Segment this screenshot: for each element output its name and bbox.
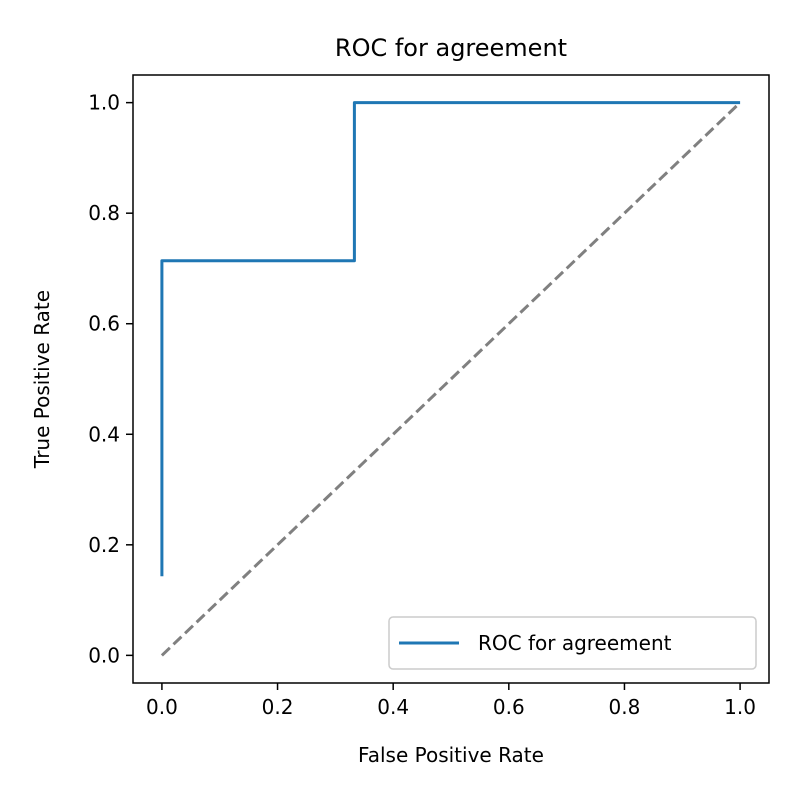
x-axis-ticks: 0.0 0.2 0.4 0.6 0.8 1.0	[146, 683, 756, 719]
y-tick-label: 0.4	[88, 422, 120, 446]
y-tick-label: 0.0	[88, 643, 120, 667]
x-tick-label: 0.8	[609, 695, 641, 719]
y-tick-label: 1.0	[88, 91, 120, 115]
y-tick-label: 0.6	[88, 312, 120, 336]
series-line-roc	[160, 101, 741, 577]
y-axis-label: True Positive Rate	[30, 290, 54, 469]
x-tick-label: 0.6	[493, 695, 525, 719]
y-tick-label: 0.2	[88, 533, 120, 557]
chart-title: ROC for agreement	[335, 34, 567, 62]
x-tick-label: 0.0	[146, 695, 178, 719]
plot-lines	[160, 101, 742, 657]
chance-diagonal-line	[160, 101, 742, 657]
y-tick-label: 0.8	[88, 201, 120, 225]
legend-label-roc: ROC for agreement	[478, 631, 672, 655]
y-axis-ticks: 0.0 0.2 0.4 0.6 0.8 1.0	[88, 91, 133, 667]
x-axis-label: False Positive Rate	[358, 743, 544, 767]
plot-frame	[132, 74, 770, 684]
legend: ROC for agreement	[388, 616, 757, 670]
x-tick-label: 0.4	[377, 695, 409, 719]
x-tick-label: 1.0	[724, 695, 756, 719]
legend-box	[388, 616, 757, 670]
x-tick-label: 0.2	[262, 695, 294, 719]
